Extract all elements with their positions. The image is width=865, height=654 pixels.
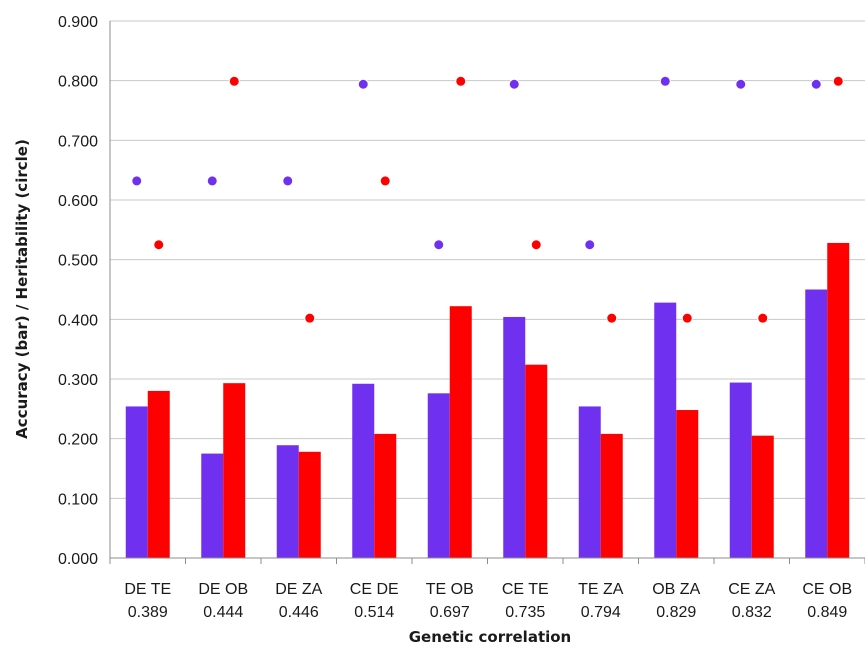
x-tick-label: TE OB <box>426 581 474 598</box>
accuracy-bar <box>525 364 548 558</box>
x-tick-value: 0.444 <box>203 604 243 621</box>
x-tick-label: CE TE <box>502 581 549 598</box>
accuracy-bar <box>600 433 623 558</box>
x-tick-value: 0.849 <box>807 604 847 621</box>
heritability-point <box>508 78 520 90</box>
heritability-point <box>433 239 445 251</box>
y-tick-label: 0.500 <box>58 253 98 270</box>
accuracy-bar <box>805 289 828 558</box>
heritability-point <box>530 239 542 251</box>
accuracy-bar <box>676 410 699 558</box>
y-tick-label: 0.900 <box>58 14 98 31</box>
x-tick-label: CE OB <box>802 581 852 598</box>
accuracy-bar <box>276 445 299 558</box>
heritability-point <box>584 239 596 251</box>
x-tick-value: 0.446 <box>279 604 319 621</box>
heritability-points <box>131 75 844 324</box>
x-tick-label: OB ZA <box>652 581 700 598</box>
heritability-point <box>379 175 391 187</box>
heritability-point <box>757 312 769 324</box>
x-tick-value: 0.389 <box>128 604 168 621</box>
heritability-point <box>832 75 844 87</box>
x-tick-value: 0.514 <box>354 604 394 621</box>
accuracy-bar <box>125 406 148 558</box>
x-tick-label: CE ZA <box>728 581 775 598</box>
heritability-point <box>357 78 369 90</box>
y-tick-label: 0.000 <box>58 551 98 568</box>
accuracy-bar <box>374 433 397 558</box>
x-tick-value: 0.697 <box>430 604 470 621</box>
heritability-point <box>810 78 822 90</box>
x-tick-label: DE ZA <box>275 581 322 598</box>
accuracy-bar <box>503 316 526 558</box>
y-tick-label: 0.800 <box>58 74 98 91</box>
heritability-point <box>206 175 218 187</box>
accuracy-bar <box>147 390 170 558</box>
accuracy-bar <box>827 242 850 558</box>
heritability-point <box>153 239 165 251</box>
accuracy-bar <box>729 382 752 558</box>
x-tick-label: DE OB <box>198 581 248 598</box>
accuracy-bar <box>427 393 450 558</box>
heritability-point <box>681 312 693 324</box>
x-tick-label: DE TE <box>124 581 171 598</box>
x-tick-value: 0.735 <box>505 604 545 621</box>
y-tick-label: 0.700 <box>58 133 98 150</box>
heritability-point <box>304 312 316 324</box>
heritability-point <box>131 175 143 187</box>
x-tick-label: TE ZA <box>578 581 624 598</box>
x-tick-value: 0.832 <box>732 604 772 621</box>
accuracy-bar <box>751 435 774 558</box>
y-tick-label: 0.200 <box>58 432 98 449</box>
y-axis-label: Accuracy (bar) / Heritability (circle) <box>13 139 31 439</box>
accuracy-bar <box>654 302 677 558</box>
axes <box>109 21 865 564</box>
accuracy-bar <box>449 306 472 558</box>
x-tick-value: 0.829 <box>656 604 696 621</box>
y-tick-label: 0.600 <box>58 193 98 210</box>
accuracy-bar <box>201 453 224 558</box>
x-axis-label: Genetic correlation <box>409 628 572 646</box>
bars <box>125 242 850 558</box>
x-tick-labels: DE TE 0.389 DE OB 0.444 DE ZA 0.446 CE DE 0.514… <box>124 581 852 621</box>
accuracy-bar <box>223 383 246 558</box>
heritability-point <box>455 75 467 87</box>
y-tick-labels: 0.000 0.100 0.200 0.300 0.400 0.500 0.600 0.700… <box>58 14 98 568</box>
y-tick-label: 0.400 <box>58 312 98 329</box>
accuracy-bar <box>578 406 601 558</box>
heritability-point <box>282 175 294 187</box>
x-tick-value: 0.794 <box>581 604 621 621</box>
y-tick-label: 0.300 <box>58 372 98 389</box>
accuracy-bar <box>352 383 375 558</box>
heritability-point <box>606 312 618 324</box>
heritability-point <box>735 78 747 90</box>
accuracy-bar <box>298 451 321 558</box>
x-tick-label: CE DE <box>350 581 399 598</box>
y-tick-label: 0.100 <box>58 491 98 508</box>
heritability-point <box>659 75 671 87</box>
heritability-point <box>228 75 240 87</box>
